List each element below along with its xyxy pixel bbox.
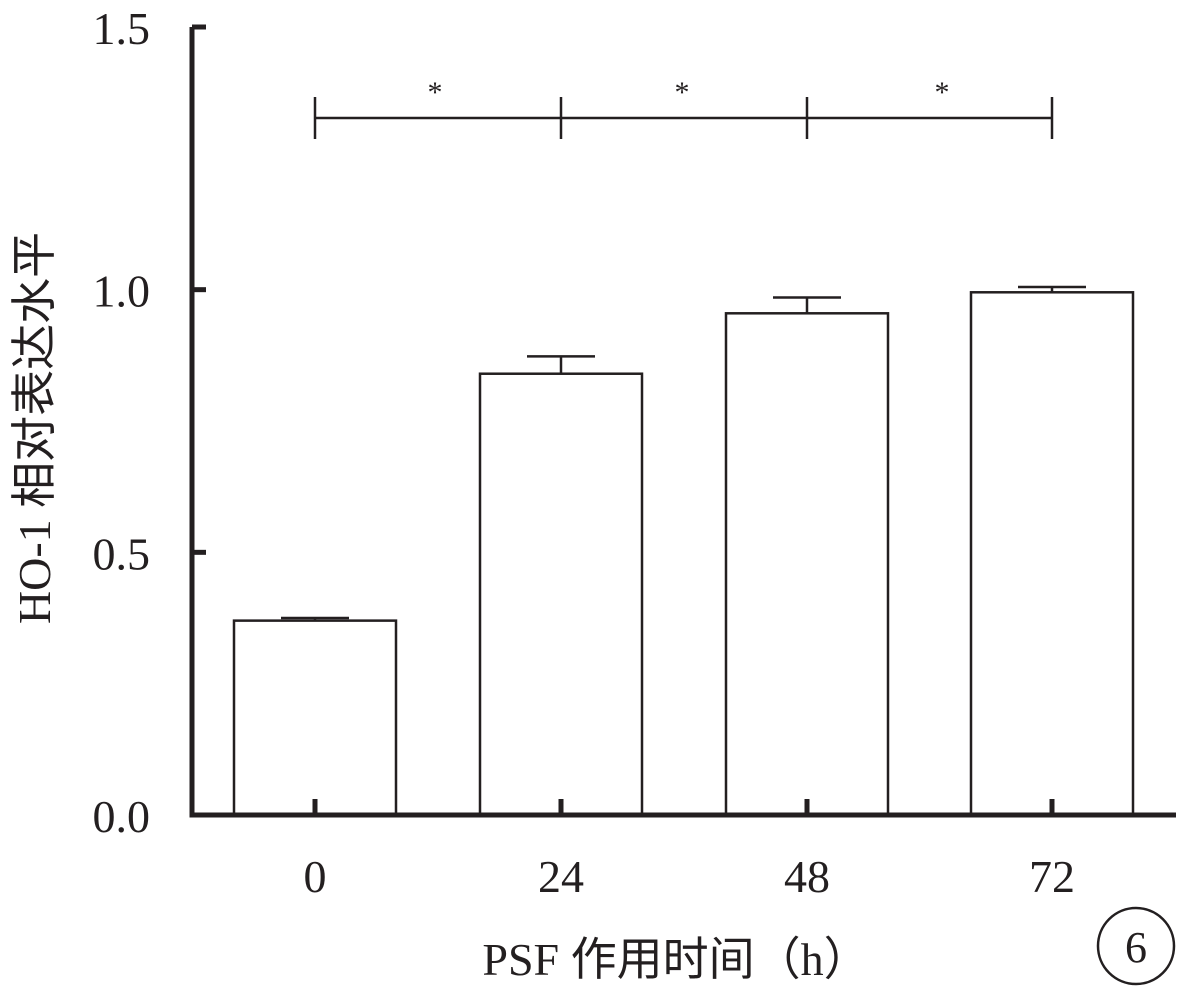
- y-tick-label: 0.5: [93, 528, 151, 579]
- y-axis-ticks: 0.0 0.5 1.0 1.5: [93, 3, 206, 842]
- x-tick-label: 0: [304, 851, 327, 902]
- significance-brackets: * * *: [313, 76, 1054, 139]
- bar: [232, 619, 398, 817]
- bar: [478, 372, 644, 817]
- significance-star: *: [935, 76, 950, 109]
- significance-star: *: [675, 76, 690, 109]
- x-axis-ticks: 0 24 48 72: [304, 799, 1075, 902]
- panel-label-circle: [1096, 906, 1176, 986]
- bar: [724, 312, 890, 817]
- panel-label: 6: [1125, 923, 1147, 972]
- y-tick-label: 1.5: [93, 3, 151, 54]
- y-tick-label: 1.0: [93, 266, 151, 317]
- bars: [232, 285, 1135, 817]
- panel-label-badge: 6: [1096, 906, 1176, 986]
- x-tick-label: 24: [538, 851, 584, 902]
- y-axis-title: HO-1 相对表达水平: [9, 232, 60, 624]
- x-axis-title: PSF 作用时间（h）: [482, 934, 869, 985]
- bar: [969, 291, 1135, 817]
- x-tick-label: 48: [784, 851, 830, 902]
- significance-star: *: [428, 76, 443, 109]
- x-tick-label: 72: [1029, 851, 1075, 902]
- y-tick-label: 0.0: [93, 791, 151, 842]
